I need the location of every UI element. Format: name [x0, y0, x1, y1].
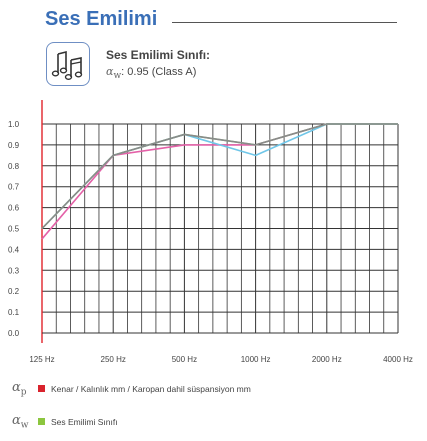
x-tick-label: 1000 Hz — [241, 355, 271, 364]
class-value-text: : 0.95 (Class A) — [121, 66, 197, 78]
y-tick-label: 0.5 — [8, 225, 20, 234]
legend-item-alpha-w: αw Ses Emilimi Sınıfı — [12, 413, 118, 431]
absorption-class-value: αw: 0.95 (Class A) — [106, 65, 196, 81]
x-tick-label: 500 Hz — [172, 355, 197, 364]
y-tick-label: 0.1 — [8, 308, 20, 317]
y-tick-label: 0.7 — [8, 183, 20, 192]
y-tick-label: 0.3 — [8, 266, 20, 275]
y-tick-label: 0.0 — [8, 329, 20, 338]
alpha-w-symbol: αw — [106, 65, 122, 82]
legend-label: Kenar / Kalınlık mm / Karopan dahil süsp… — [51, 383, 251, 394]
legend-item-alpha-p: αp Kenar / Kalınlık mm / Karopan dahil s… — [12, 380, 251, 398]
alpha-w-symbol: αw — [12, 413, 29, 431]
x-tick-label: 2000 Hz — [312, 355, 342, 364]
music-notes-icon — [46, 42, 90, 86]
y-tick-label: 0.2 — [8, 287, 20, 296]
series-line-4 — [41, 123, 398, 230]
y-tick-label: 1.0 — [8, 120, 20, 129]
x-tick-label: 4000 Hz — [383, 355, 413, 364]
title-divider — [172, 22, 397, 23]
absorption-class-title: Ses Emilimi Sınıfı: — [106, 48, 211, 62]
y-tick-label: 0.6 — [8, 204, 20, 213]
x-tick-label: 125 Hz — [29, 355, 54, 364]
legend-swatch-red — [38, 385, 45, 393]
y-tick-label: 0.4 — [8, 245, 20, 254]
x-tick-label: 250 Hz — [101, 355, 126, 364]
legend-swatch-green — [38, 418, 45, 426]
page-title: Ses Emilimi — [45, 8, 158, 30]
y-tick-label: 0.9 — [8, 141, 20, 150]
y-tick-label: 0.8 — [8, 162, 20, 171]
series-line-1 — [41, 123, 398, 240]
alpha-p-symbol: αp — [12, 380, 27, 398]
legend-label: Ses Emilimi Sınıfı — [51, 416, 118, 427]
